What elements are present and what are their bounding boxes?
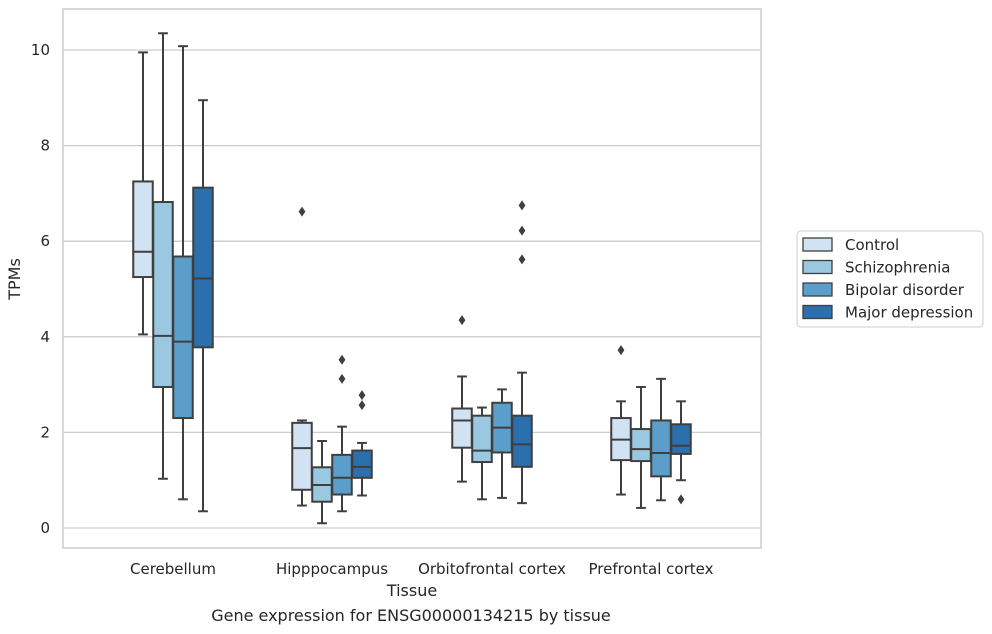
legend-label: Major depression <box>845 304 973 322</box>
y-axis-label: TPMs <box>5 258 24 301</box>
box-control <box>291 206 313 507</box>
outlier-point <box>358 390 366 401</box>
legend-swatch <box>802 259 833 275</box>
figure-caption: Gene expression for ENSG00000134215 by t… <box>211 606 611 625</box>
legend-swatch <box>802 282 833 297</box>
outlier-point <box>338 373 346 384</box>
box-major-depression <box>670 400 692 505</box>
box <box>630 428 652 463</box>
box <box>471 414 493 464</box>
outlier-point <box>617 345 625 356</box>
box-bipolar-disorder <box>172 45 194 501</box>
x-tick-label: Prefrontal cortex <box>589 560 714 578</box>
box <box>331 453 353 496</box>
boxes <box>132 32 692 525</box>
outlier-point <box>518 200 526 211</box>
box-control <box>610 345 632 496</box>
plot-frame <box>62 8 762 549</box>
x-tick-label: Cerebellum <box>130 560 216 578</box>
x-tick-label: Orbitofrontal cortex <box>418 560 566 578</box>
box-bipolar-disorder <box>650 377 672 502</box>
y-tick-label: 2 <box>40 423 50 441</box>
box-major-depression <box>192 99 214 513</box>
y-tick-labels: 0 2 4 6 8 10 <box>31 41 50 537</box>
legend-label: Schizophrenia <box>845 259 950 277</box>
outlier-point <box>458 315 466 326</box>
box-schizophrenia <box>311 440 333 525</box>
y-tick-label: 8 <box>40 137 50 155</box>
box <box>192 186 214 349</box>
outlier-point <box>338 354 346 365</box>
box-control <box>451 315 473 483</box>
box <box>152 201 174 388</box>
legend-frame <box>796 230 984 328</box>
x-axis-label: Tissue <box>386 581 437 600</box>
outlier-point <box>358 400 366 411</box>
legend-swatch <box>802 237 833 252</box>
x-tick-label: Hipppocampus <box>276 560 388 578</box>
x-tick-labels: Cerebellum Hipppocampus Orbitofrontal cort… <box>130 560 714 578</box>
y-tick-label: 4 <box>40 328 50 346</box>
box-bipolar-disorder <box>491 388 513 499</box>
legend-label: Control <box>845 236 899 254</box>
box-control <box>132 51 154 336</box>
y-tick-label: 6 <box>40 232 50 250</box>
box <box>351 449 373 479</box>
legend-label: Bipolar disorder <box>845 281 965 299</box>
legend: Control Schizophrenia Bipolar disorder Majo… <box>796 230 984 328</box>
box-major-depression <box>351 390 373 497</box>
box-schizophrenia <box>630 385 652 509</box>
box <box>451 407 473 449</box>
box <box>650 419 672 478</box>
outlier-point <box>518 254 526 265</box>
legend-swatch <box>802 304 833 320</box>
outlier-point <box>518 225 526 236</box>
outlier-point <box>298 206 306 217</box>
box-schizophrenia <box>471 406 493 501</box>
box <box>511 414 533 468</box>
outlier-point <box>677 494 685 505</box>
box <box>670 423 692 455</box>
box <box>291 421 313 491</box>
box <box>172 255 194 420</box>
y-tick-label: 0 <box>40 519 50 537</box>
box-schizophrenia <box>152 32 174 480</box>
y-tick-label: 10 <box>31 41 50 59</box>
box-major-depression <box>511 200 533 505</box>
box <box>132 180 154 279</box>
